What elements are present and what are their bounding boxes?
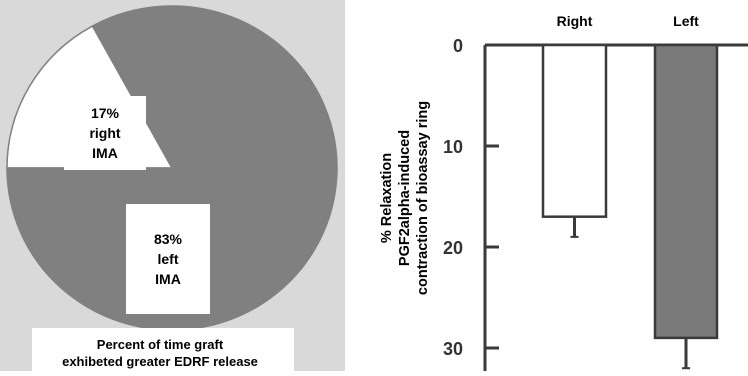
y-tick-label: 20 [443,238,463,258]
y-axis-label: % Relaxation PGF2alpha-induced contraction… [379,101,431,295]
pie-slice-label: 17% [91,105,120,121]
bar-chart-panel: % Relaxation PGF2alpha-induced contraction… [345,0,748,371]
y-tick-label: 10 [443,137,463,157]
pie-chart: 17% right IMA 83% left IMA Percent of time gra… [6,5,338,371]
y-axis-label-line: PGF2alpha-induced [397,130,413,266]
bar [653,43,719,340]
category-label: Left [673,13,699,29]
pie-caption-box [32,328,294,371]
category-label: Right [557,13,593,29]
pie-label-box [126,204,210,314]
pie-slice [6,5,338,331]
pie-chart-panel: 17% right IMA 83% left IMA Percent of time gra… [0,0,345,371]
pie-slice-label: left [158,251,179,267]
pie-caption: exhibeted greater EDRF release [62,354,258,369]
y-axis-label-line: contraction of bioassay ring [415,101,431,295]
pie-slice-label: IMA [92,145,118,161]
pie-slice-label: IMA [155,271,181,287]
y-axis-label-line: % Relaxation [379,153,395,243]
bar [541,43,608,218]
pie-slice-label: 83% [154,231,183,247]
y-tick-label: 0 [453,36,463,56]
y-tick-label: 30 [443,339,463,359]
pie-caption: Percent of time graft [97,337,224,352]
pie-slice-label: right [89,125,120,141]
pie-label-box [64,96,146,170]
bar-chart: % Relaxation PGF2alpha-induced contraction… [379,13,748,371]
